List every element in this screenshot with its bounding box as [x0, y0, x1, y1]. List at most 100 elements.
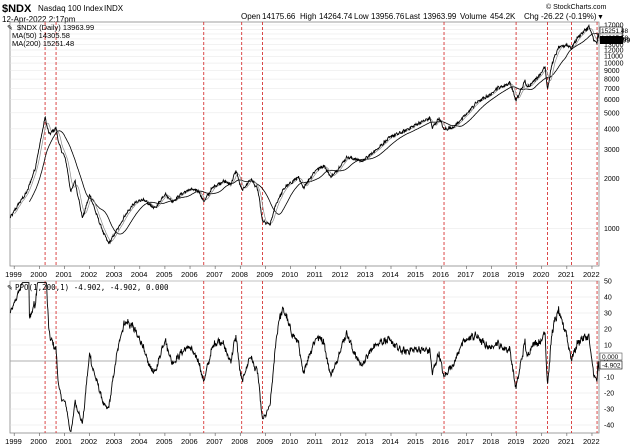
- ppo-x-tick-label: 2007: [206, 437, 223, 446]
- open-label: Open: [241, 12, 261, 21]
- last-value: 13963.99: [423, 12, 457, 21]
- chg-label: Chg: [524, 12, 539, 21]
- price-x-tick-label: 2003: [106, 270, 123, 279]
- down-arrow-icon: ▼: [597, 14, 604, 21]
- ppo-x-tick-label: 2018: [482, 437, 499, 446]
- price-panel: 1000 2000 3000 4000 5000 6000 7000 8000 90001000…: [5, 21, 630, 279]
- price-y-tick-label: 13000: [604, 42, 624, 49]
- price-x-tick-label: 2019: [508, 270, 525, 279]
- ppo-y-tick-label: -10: [604, 375, 614, 382]
- price-y-tick-label: 12000: [604, 47, 624, 54]
- ppo-x-tick-label: 2013: [357, 437, 374, 446]
- ndx-price-line: [9, 24, 600, 245]
- ppo-x-tick-label: 2021: [558, 437, 575, 446]
- tag-ppo-value-box: [599, 360, 623, 370]
- ppo-x-tick-label: 2006: [181, 437, 198, 446]
- price-x-tick-label: 2016: [432, 270, 449, 279]
- legend-ndx-swatch-icon: ✎: [7, 25, 13, 32]
- ppo-x-tick-label: 2009: [256, 437, 273, 446]
- ppo-swatch-icon: ✎: [7, 285, 13, 292]
- ppo-x-tick-label: 2004: [131, 437, 148, 446]
- tag-last-box: [600, 36, 623, 44]
- price-y-tick-label: 5000: [604, 110, 620, 117]
- ma200-line: [29, 33, 599, 235]
- price-gridlines: [10, 24, 599, 229]
- ppo-x-tick-label: 2022: [583, 437, 600, 446]
- legend-ndx-daily: $NDX (Daily) 13963.99: [17, 23, 94, 32]
- quote-bar: Open 14175.66 High 14264.74 Low 13956.76…: [241, 12, 604, 21]
- tag-ma200: 15251.48: [601, 28, 628, 35]
- price-x-tick-label: 2000: [30, 270, 47, 279]
- ppo-x-tick-label: 2002: [81, 437, 98, 446]
- ppo-x-tick-label: 2003: [106, 437, 123, 446]
- ppo-x-tick-label: 2014: [382, 437, 399, 446]
- ppo-x-tick-label: 2008: [231, 437, 248, 446]
- price-y-tick-label: 8000: [604, 77, 620, 84]
- price-x-tick-label: 2002: [81, 270, 98, 279]
- index-name: Nasdaq 100 Index: [38, 4, 103, 13]
- date-time: 12-Apr-2022 2:17pm: [2, 15, 76, 24]
- ppo-x-tick-label: 2020: [533, 437, 550, 446]
- price-x-tick-label: 2022: [583, 270, 600, 279]
- price-legend: $NDX (Daily) 13963.99 ✎ MA(50) 14305.58 …: [7, 23, 94, 48]
- volume-value: 454.2K: [490, 12, 516, 21]
- price-y-tick-label: 17000: [604, 23, 624, 30]
- ppo-y-tick-label: 40: [604, 295, 612, 302]
- ppo-x-tick-label: 1999: [5, 437, 22, 446]
- price-x-tick-label: 2009: [256, 270, 273, 279]
- ppo-y-tick-label: 20: [604, 327, 612, 334]
- price-y-tick-label: 9000: [604, 68, 620, 75]
- ppo-x-tick-label: 2019: [508, 437, 525, 446]
- ppo-y-tick-label: -30: [604, 407, 614, 414]
- price-tags: 15251.48 14305.58 13963.99: [599, 26, 630, 45]
- price-x-tick-label: 2008: [231, 270, 248, 279]
- price-x-tick-label: 2013: [357, 270, 374, 279]
- ppo-x-tick-label: 2005: [156, 437, 173, 446]
- price-x-tick-label: 2005: [156, 270, 173, 279]
- price-x-tick-label: 2004: [131, 270, 148, 279]
- stockcharts-credit: © StockCharts.com: [546, 3, 607, 11]
- price-x-tick-label: 2001: [55, 270, 72, 279]
- exchange: INDX: [104, 4, 124, 13]
- tag-ppo-value: -4.902: [602, 363, 621, 370]
- price-marker-lines: [44, 22, 598, 266]
- symbol: $NDX: [2, 3, 32, 15]
- high-label: High: [300, 12, 316, 21]
- tag-last: 13963.99: [601, 38, 630, 45]
- price-x-tick-label: 2020: [533, 270, 550, 279]
- ppo-line: [9, 282, 600, 432]
- price-x-tick-label: 2021: [558, 270, 575, 279]
- ppo-x-tick-label: 2011: [307, 437, 323, 446]
- legend-ma50: MA(50) 14305.58: [12, 31, 70, 40]
- ppo-x-tick-label: 2015: [407, 437, 424, 446]
- low-label: Low: [354, 12, 369, 21]
- ppo-y-tick-label: 50: [604, 279, 612, 286]
- price-y-tick-label: 10000: [604, 61, 624, 68]
- low-value: 13956.76: [371, 12, 405, 21]
- price-x-tick-label: 2018: [482, 270, 499, 279]
- ppo-marker-lines: [44, 281, 598, 433]
- price-y-tick-label: 3000: [604, 147, 620, 154]
- price-x-tick-label: 2015: [407, 270, 424, 279]
- chg-value: -26.22 (-0.19%): [541, 12, 597, 21]
- legend-ma200: MA(200) 15251.48: [12, 39, 74, 48]
- ppo-x-tick-label: 2016: [432, 437, 449, 446]
- price-y-tick-label: 11000: [604, 54, 623, 61]
- ppo-x-tick-label: 2001: [55, 437, 72, 446]
- ppo-x-tick-label: 2010: [282, 437, 299, 446]
- price-panel-frame: [9, 21, 600, 267]
- high-value: 14264.74: [319, 12, 353, 21]
- price-y-tick-label: 1000: [604, 226, 620, 233]
- price-x-tick-label: 2012: [332, 270, 349, 279]
- ppo-y-tick-label: -20: [604, 391, 614, 398]
- tag-ppo-zero: 0.000: [602, 354, 619, 361]
- price-y-tick-label: 6000: [604, 97, 620, 104]
- price-y-tick-label: 2000: [604, 176, 620, 183]
- price-x-tick-label: 2010: [282, 270, 299, 279]
- open-value: 14175.66: [262, 12, 296, 21]
- ppo-x-tick-label: 2012: [332, 437, 349, 446]
- price-y-tick-label: 7000: [604, 86, 620, 93]
- price-x-tick-label: 2006: [181, 270, 198, 279]
- ppo-x-tick-label: 2000: [30, 437, 47, 446]
